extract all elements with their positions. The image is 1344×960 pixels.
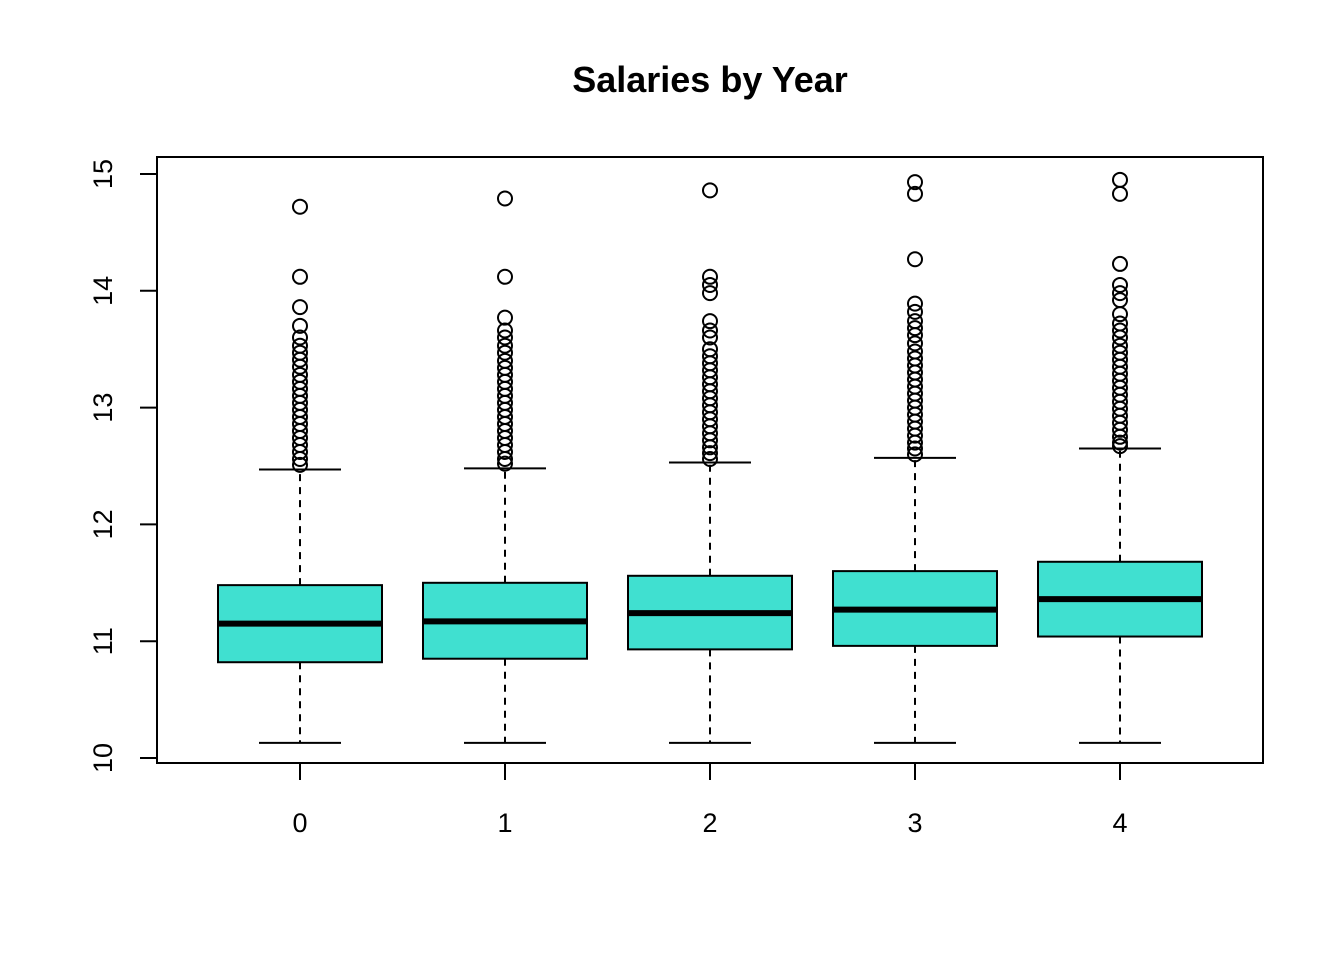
outlier-point	[1112, 421, 1128, 438]
y-tick-label: 15	[88, 159, 118, 189]
chart-title: Salaries by Year	[572, 59, 848, 100]
x-tick-label: 0	[292, 808, 307, 838]
outlier-point	[1112, 322, 1128, 339]
outlier-point	[292, 450, 308, 467]
plot-frame	[156, 156, 1264, 764]
box-group-2	[627, 182, 793, 744]
outlier-point	[702, 268, 718, 285]
outlier-point	[292, 456, 308, 473]
x-tick-label: 2	[702, 808, 717, 838]
outlier-point	[1112, 306, 1128, 323]
outlier-point	[907, 303, 923, 320]
outlier-point	[497, 322, 513, 339]
outlier-point	[907, 440, 923, 457]
outlier-point	[702, 313, 718, 330]
outlier-point	[907, 335, 923, 352]
outlier-point	[292, 198, 308, 215]
outlier-point	[702, 276, 718, 293]
outlier-point	[497, 268, 513, 285]
box-group-4	[1037, 171, 1203, 744]
outlier-point	[1112, 428, 1128, 445]
x-tick-label: 1	[497, 808, 512, 838]
outlier-point	[907, 295, 923, 312]
outlier-point	[292, 268, 308, 285]
outlier-point	[1112, 285, 1128, 302]
outlier-point	[497, 455, 513, 472]
outlier-point	[497, 450, 513, 467]
outlier-point	[1112, 329, 1128, 346]
outlier-point	[292, 317, 308, 334]
outlier-point	[292, 358, 308, 375]
outlier-point	[702, 439, 718, 456]
outlier-point	[497, 309, 513, 326]
outlier-point	[497, 443, 513, 460]
outlier-point	[907, 174, 923, 191]
x-axis: 0 1 2 3 4	[292, 762, 1128, 838]
outlier-point	[907, 320, 923, 337]
outlier-point	[497, 190, 513, 207]
outlier-point	[1112, 171, 1128, 188]
outlier-point	[907, 185, 923, 202]
outlier-point	[292, 329, 308, 346]
outlier-point	[497, 337, 513, 354]
outlier-point	[1112, 438, 1128, 455]
x-tick-label: 3	[907, 808, 922, 838]
outlier-point	[907, 327, 923, 344]
outlier-point	[702, 285, 718, 302]
outlier-point	[292, 351, 308, 368]
outlier-point	[292, 443, 308, 460]
outlier-point	[702, 322, 718, 339]
y-tick-label: 12	[88, 509, 118, 539]
y-tick-label: 11	[88, 627, 118, 655]
y-axis: 10 11 12 13 14 15	[88, 159, 158, 773]
outlier-point	[497, 344, 513, 361]
y-tick-label: 13	[88, 393, 118, 423]
outlier-point	[907, 446, 923, 463]
outlier-point	[497, 329, 513, 346]
outlier-point	[702, 450, 718, 467]
outlier-point	[292, 299, 308, 316]
y-tick-label: 10	[88, 743, 118, 773]
outlier-point	[1112, 255, 1128, 272]
box-group-1	[422, 190, 588, 744]
outlier-point	[702, 329, 718, 346]
outlier-point	[702, 182, 718, 199]
box-series	[217, 171, 1203, 744]
outlier-point	[1112, 185, 1128, 202]
x-tick-label: 4	[1112, 808, 1127, 838]
outlier-point	[907, 427, 923, 444]
outlier-point	[702, 445, 718, 462]
box-group-3	[832, 174, 998, 744]
outlier-point	[907, 434, 923, 451]
outlier-point	[907, 251, 923, 268]
outlier-point	[1112, 276, 1128, 293]
box-group-0	[217, 198, 383, 744]
outlier-point	[702, 432, 718, 449]
y-tick-label: 14	[88, 276, 118, 306]
